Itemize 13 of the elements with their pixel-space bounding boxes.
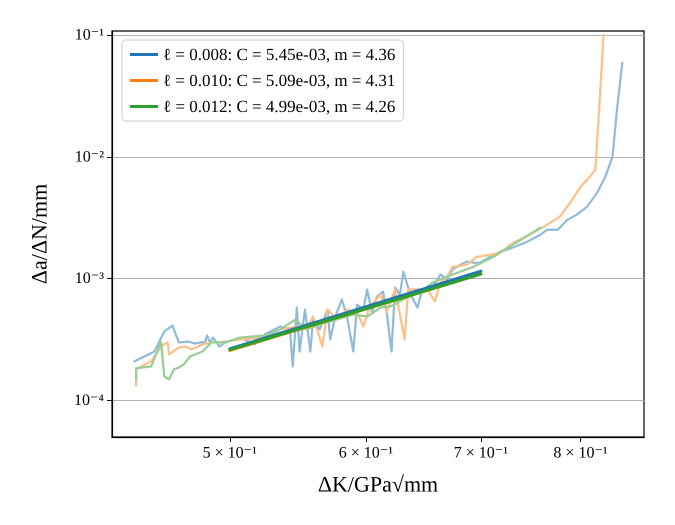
legend-label: ℓ = 0.008: C = 5.45e-03, m = 4.36 (163, 45, 396, 64)
y-axis-title: Δa/ΔN/mm (26, 184, 52, 284)
x-tick-label: 5 × 10⁻¹ (202, 444, 258, 462)
x-tick-label: 7 × 10⁻¹ (454, 444, 508, 462)
y-tick-label: 10⁻² (74, 148, 104, 166)
y-tick-label: 10⁻⁴ (74, 392, 104, 409)
x-tick-label: 8 × 10⁻¹ (553, 444, 608, 462)
x-axis-title: ΔK/GPa√mm (318, 472, 438, 496)
y-tick-label: 10⁻¹ (74, 26, 104, 44)
legend-label: ℓ = 0.012: C = 4.99e-03, m = 4.26 (163, 97, 396, 116)
legend-label: ℓ = 0.010: C = 5.09e-03, m = 4.31 (163, 71, 396, 90)
y-tick-label: 10⁻³ (74, 270, 104, 288)
x-tick-label: 6 × 10⁻¹ (338, 444, 394, 462)
